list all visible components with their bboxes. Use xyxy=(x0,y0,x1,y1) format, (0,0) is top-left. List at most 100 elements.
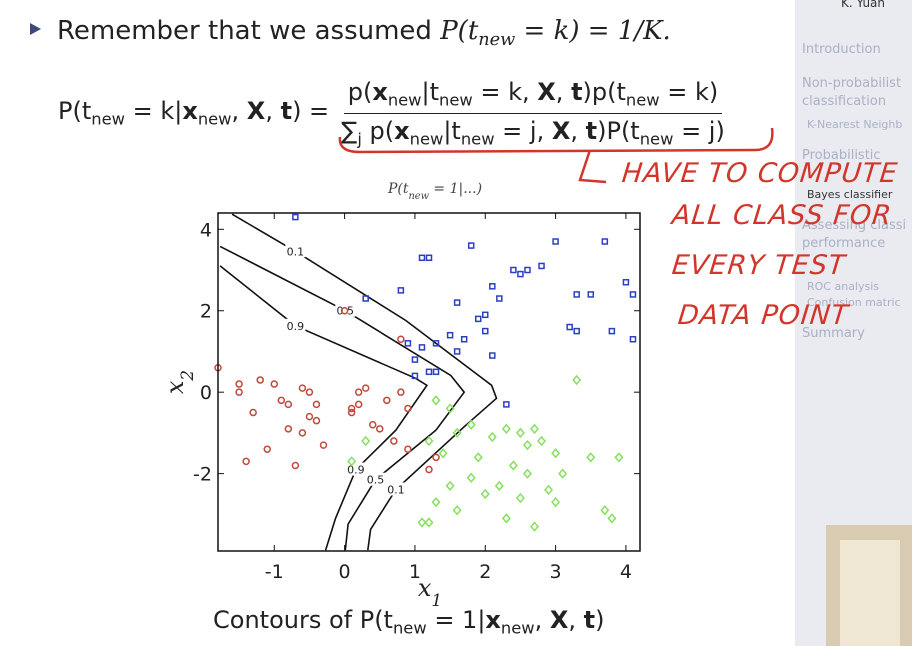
data-point xyxy=(501,513,511,524)
subscript: new xyxy=(500,618,535,638)
nav-item: Confusion matric xyxy=(807,296,901,309)
data-point xyxy=(298,429,307,437)
data-point xyxy=(417,517,427,528)
math-text: ) = xyxy=(292,97,330,126)
data-point xyxy=(424,517,434,528)
data-point xyxy=(558,468,568,479)
equation-lhs: P(tnew = k|xnew, X, t) = xyxy=(58,97,329,129)
caption: Contours of P(tnew = 1|xnew, X, t) xyxy=(213,606,605,638)
data-point xyxy=(467,242,475,249)
contour-label: 0.5 xyxy=(337,305,355,318)
data-point xyxy=(494,480,504,491)
data-point xyxy=(263,445,271,453)
data-point xyxy=(453,299,461,306)
equation: P(tnew = k|xnew, X, t) = p(xnew|tnew = k… xyxy=(58,78,729,148)
data-point xyxy=(425,368,433,376)
data-point xyxy=(242,457,250,466)
nav-item: Non-probabilist xyxy=(802,76,902,91)
data-point xyxy=(474,315,482,323)
data-point xyxy=(517,270,524,278)
data-point xyxy=(538,262,545,270)
data-point xyxy=(489,283,496,290)
data-point xyxy=(552,238,559,245)
math-text: )p(t xyxy=(582,78,626,106)
bullet-text: Remember that we assumed xyxy=(57,16,441,46)
data-point xyxy=(489,352,496,359)
data-point xyxy=(432,453,440,462)
subscript: new xyxy=(460,129,495,149)
contour-label-bg xyxy=(345,462,366,476)
y-tick-label: -2 xyxy=(193,464,212,486)
data-point xyxy=(510,266,517,274)
contour-label-bg xyxy=(285,244,306,258)
data-point xyxy=(480,488,490,500)
subscript: 2 xyxy=(177,370,197,382)
math-text: P(t xyxy=(440,16,479,46)
data-point xyxy=(573,291,580,298)
math-text: , xyxy=(265,97,281,126)
data-point xyxy=(446,331,454,339)
data-point xyxy=(284,400,293,409)
math-text: = k) = 1/K. xyxy=(515,16,671,46)
bold-symbol: X xyxy=(537,78,556,106)
data-point xyxy=(411,372,419,380)
data-point xyxy=(501,423,511,434)
x-tick-label: 2 xyxy=(479,561,491,583)
bullet: Remember that we assumed P(tnew = k) = 1… xyxy=(30,16,671,50)
data-point xyxy=(601,238,609,245)
contour-line xyxy=(231,213,498,551)
data-point xyxy=(438,448,448,459)
subscript: new xyxy=(478,30,516,51)
fraction: p(xnew|tnew = k, X, t)p(tnew = k) ∑j p(xn… xyxy=(337,78,729,148)
data-point xyxy=(629,291,637,298)
math-text: = j, xyxy=(494,116,552,145)
nav-item: Assessing classi xyxy=(802,218,907,233)
data-point xyxy=(622,278,630,286)
data-point xyxy=(425,254,433,262)
math-text: = k| xyxy=(124,97,183,126)
data-point xyxy=(530,521,539,532)
x-axis-label: x1 xyxy=(418,574,442,610)
contour-line xyxy=(219,245,466,551)
data-point xyxy=(482,327,489,335)
data-point xyxy=(466,472,476,483)
data-point xyxy=(508,460,518,471)
nav-item: Probabilistic xyxy=(802,148,881,163)
data-point xyxy=(291,461,300,470)
data-point xyxy=(292,213,299,221)
data-point xyxy=(551,448,561,459)
data-point xyxy=(235,380,243,388)
bold-symbol: X xyxy=(549,606,569,634)
bold-symbol: t xyxy=(280,97,293,126)
subscript: new xyxy=(408,191,429,202)
math-text: x xyxy=(161,380,189,394)
x-tick-label: 3 xyxy=(550,561,562,583)
data-point xyxy=(256,376,264,384)
subscript: 1 xyxy=(431,590,442,610)
nav-item: K-Nearest Neighb xyxy=(807,118,903,131)
data-point xyxy=(425,465,433,474)
contour-label-bg xyxy=(385,482,406,496)
data-point xyxy=(537,435,547,447)
subscript: new xyxy=(439,90,473,110)
contour-label: 0.9 xyxy=(347,464,365,477)
data-point xyxy=(312,400,321,409)
math-text: p( xyxy=(347,78,373,106)
data-point xyxy=(418,344,426,351)
subscript: j xyxy=(357,129,362,149)
bold-symbol: x xyxy=(485,606,501,634)
author: K. Yuan xyxy=(841,0,886,10)
data-point xyxy=(629,335,637,343)
bold-symbol: x xyxy=(372,78,388,106)
y-tick-label: 0 xyxy=(200,382,212,404)
bold-symbol: X xyxy=(551,116,571,145)
subscript: new xyxy=(197,110,232,130)
x-tick-label: 4 xyxy=(620,561,632,583)
math-text: = k) xyxy=(659,78,719,106)
math-text: , xyxy=(534,606,550,634)
nav-item: Summary xyxy=(802,326,865,341)
math-text: , xyxy=(568,606,584,634)
contour-label: 0.9 xyxy=(287,320,305,333)
data-point xyxy=(404,445,412,453)
